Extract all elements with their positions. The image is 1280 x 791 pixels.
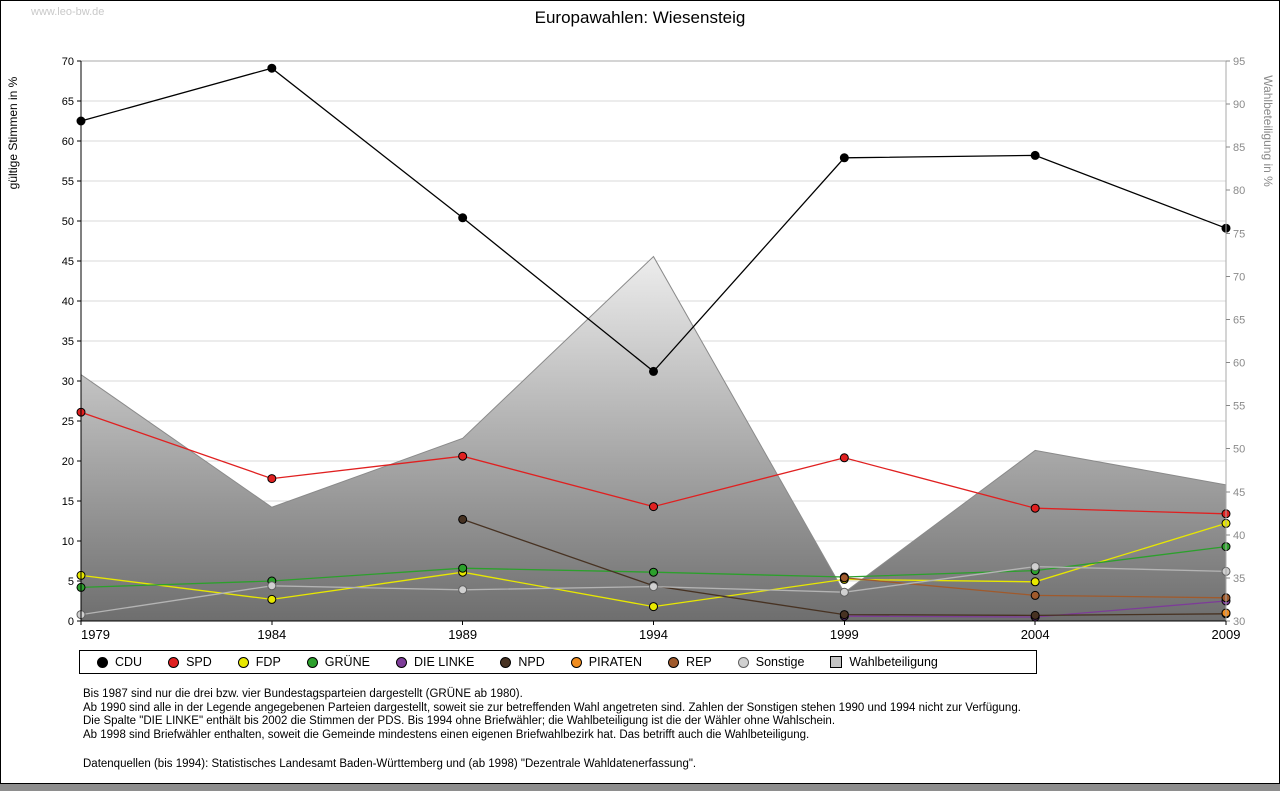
watermark: www.leo-bw.de — [31, 6, 105, 18]
legend-item-sonstige: Sonstige — [737, 655, 805, 669]
svg-text:60: 60 — [62, 136, 74, 148]
election-chart: 0 5 10 15 20 25 30 35 40 45 50 55 60 65 70 30 35 40 45 50 55… — [6, 56, 1275, 642]
svg-text:10: 10 — [62, 536, 74, 548]
legend-label-wahlbeteiligung: Wahlbeteiligung — [849, 655, 938, 669]
svg-text:95: 95 — [1233, 56, 1245, 68]
series-spd — [76, 407, 1231, 519]
svg-text:35: 35 — [62, 336, 74, 348]
legend-label-rep: REP — [686, 655, 712, 669]
svg-text:55: 55 — [62, 176, 74, 188]
svg-text:1994: 1994 — [639, 627, 668, 642]
legend-label-die-linke: DIE LINKE — [413, 655, 475, 669]
legend-item-cdu: CDU — [97, 655, 142, 669]
svg-text:75: 75 — [1233, 228, 1245, 240]
svg-text:30: 30 — [1233, 616, 1245, 628]
axes — [77, 60, 1230, 625]
svg-text:60: 60 — [1233, 358, 1245, 370]
legend-label-cdu: CDU — [115, 655, 143, 669]
sonstige-marker-icon — [737, 656, 749, 668]
svg-text:25: 25 — [62, 416, 74, 428]
piraten-marker-icon — [570, 656, 582, 668]
legend-item-rep: REP — [668, 655, 712, 669]
cdu-marker-icon — [97, 656, 108, 668]
svg-text:50: 50 — [62, 216, 74, 228]
legend-item-fdp: FDP — [237, 655, 281, 669]
legend-label-piraten: PIRATEN — [588, 655, 643, 669]
svg-text:1984: 1984 — [257, 627, 286, 642]
legend-label-npd: NPD — [518, 655, 545, 669]
svg-text:40: 40 — [62, 296, 74, 308]
svg-text:85: 85 — [1233, 142, 1245, 154]
svg-text:30: 30 — [62, 376, 74, 388]
datasource-line: Datenquellen (bis 1994): Statistisches L… — [83, 758, 697, 770]
svg-text:45: 45 — [1233, 487, 1245, 499]
svg-text:65: 65 — [62, 96, 74, 108]
legend-label-spd: SPD — [186, 655, 212, 669]
fdp-marker-icon — [237, 656, 249, 668]
svg-text:70: 70 — [1233, 271, 1245, 283]
legend-item-wahlbeteiligung: Wahlbeteiligung — [830, 655, 938, 669]
legend-item-gruene: GRÜNE — [306, 655, 370, 669]
right-axis-title: Wahlbeteiligung in % — [1261, 75, 1275, 187]
legend-item-npd: NPD — [500, 655, 545, 669]
svg-text:1989: 1989 — [448, 627, 477, 642]
wahlbeteiligung-marker-icon — [830, 656, 843, 668]
legend-item-piraten: PIRATEN — [570, 655, 643, 669]
spd-marker-icon — [168, 656, 180, 668]
legend-item-die-linke: DIE LINKE — [395, 655, 475, 669]
page-title: Europawahlen: Wiesensteig — [534, 8, 746, 27]
footnote-line: Die Spalte "DIE LINKE" enthält bis 2002 … — [83, 715, 836, 727]
svg-text:1999: 1999 — [830, 627, 859, 642]
svg-text:65: 65 — [1233, 314, 1245, 326]
svg-text:80: 80 — [1233, 185, 1245, 197]
svg-text:2004: 2004 — [1021, 627, 1050, 642]
gruene-marker-icon — [306, 656, 318, 668]
svg-text:50: 50 — [1233, 444, 1245, 456]
footnote-line: Ab 1998 sind Briefwähler enthalten, sowe… — [83, 728, 810, 741]
svg-text:5: 5 — [68, 576, 74, 588]
legend-label-sonstige: Sonstige — [755, 655, 805, 669]
legend-label-gruene: GRÜNE — [324, 655, 370, 669]
rep-marker-icon — [668, 656, 680, 668]
chart-legend: CDU SPD FDP GRÜNE DIE LINKE NPD PIRATEN REP Sons… — [79, 650, 1037, 674]
area-wahlbeteiligung — [80, 255, 1227, 621]
footnotes: Bis 1987 sind nur die drei bzw. vier Bun… — [83, 688, 1021, 742]
svg-text:15: 15 — [62, 496, 74, 508]
footnote-line: Bis 1987 sind nur die drei bzw. vier Bun… — [83, 688, 523, 700]
svg-text:2009: 2009 — [1212, 627, 1241, 642]
svg-text:90: 90 — [1233, 99, 1245, 111]
die-linke-marker-icon — [395, 656, 407, 668]
svg-text:40: 40 — [1233, 530, 1245, 542]
legend-item-spd: SPD — [168, 655, 212, 669]
svg-text:45: 45 — [62, 256, 74, 268]
svg-text:20: 20 — [62, 456, 74, 468]
footnote-line: Ab 1990 sind alle in der Legende angegeb… — [83, 701, 1021, 714]
npd-marker-icon — [500, 656, 512, 668]
svg-text:0: 0 — [68, 616, 74, 628]
svg-text:35: 35 — [1233, 573, 1245, 585]
svg-text:1979: 1979 — [81, 627, 110, 642]
svg-text:55: 55 — [1233, 401, 1245, 413]
svg-text:70: 70 — [62, 56, 74, 68]
left-axis-title: gültige Stimmen in % — [6, 76, 20, 189]
legend-label-fdp: FDP — [255, 655, 281, 669]
